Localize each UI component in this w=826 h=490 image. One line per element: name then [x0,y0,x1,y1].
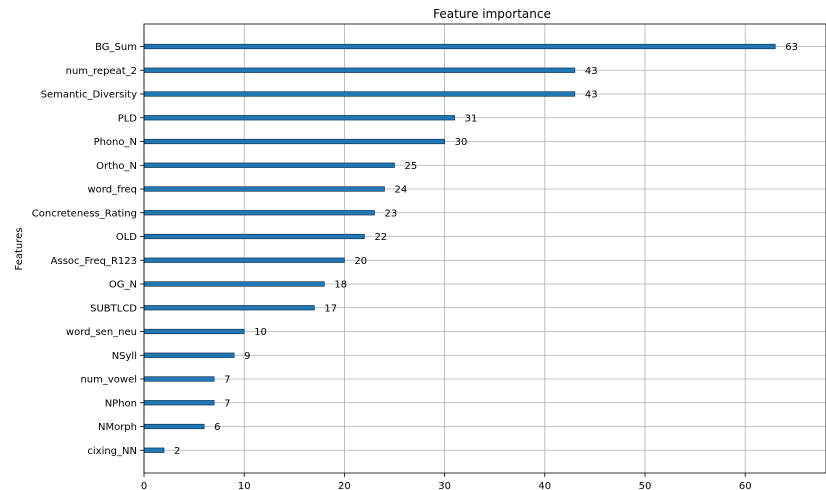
bar-value-label: 18 [334,280,347,291]
bar-value-label: 17 [324,303,337,314]
bar [143,233,365,240]
x-tick-label: 60 [739,481,752,490]
bar-value-label: 7 [224,375,230,386]
y-tick-label: PLD [118,113,138,124]
x-tick-label: 0 [141,481,147,490]
y-tick-label: Semantic_Diversity [41,90,137,101]
bar [143,305,315,311]
bar [143,281,325,287]
x-tick-label: 10 [238,481,251,490]
y-tick-label: BG_Sum [95,42,137,53]
y-tick-label: word_sen_neu [66,327,137,338]
bar-value-label: 30 [455,137,468,148]
y-tick-label: SUBTLCD [90,303,137,314]
bar-value-label: 7 [224,398,230,409]
y-tick-label: Phono_N [94,137,137,148]
bar-value-label: 25 [405,161,418,172]
y-tick-label: OLD [116,232,137,243]
bar-value-label: 6 [214,422,220,433]
y-tick-label: num_vowel [80,375,137,386]
y-tick-label: OG_N [109,280,137,291]
bar [143,376,215,382]
bar [143,447,165,453]
bar [143,352,235,358]
x-tick-label: 20 [338,481,351,490]
bar [143,67,576,73]
y-tick-label: Ortho_N [96,161,137,172]
x-tick-label: 40 [538,481,551,490]
bar-value-label: 22 [374,232,387,243]
bar-value-label: 31 [465,113,478,124]
y-tick-label: Concreteness_Rating [32,208,137,219]
bar-value-label: 63 [785,42,798,53]
bar [143,162,395,168]
y-tick-label: NPhon [105,398,137,409]
bar-value-label: 9 [244,351,250,362]
chart-title: Feature importance [433,7,551,21]
y-tick-label: NMorph [98,422,137,433]
y-tick-label: word_freq [88,185,138,196]
y-tick-label: num_repeat_2 [66,66,137,77]
bar [143,210,375,216]
bar [143,423,205,430]
bar [143,43,776,50]
x-tick-label: 30 [438,481,451,490]
bar [143,115,455,121]
bar-value-label: 23 [384,208,397,219]
bars-layer: 63 43 43 31 30 25 24 23 22 20 18 17 10 9 7 7 6 2 [143,42,798,457]
ticks-layer: 0 10 20 30 40 50 60 BG_Sum num_repeat_2 Semantic_… [32,42,752,490]
bar [143,138,445,145]
bar [143,257,345,263]
bar-value-label: 43 [585,66,598,77]
bar [143,91,576,97]
bar-value-label: 20 [354,256,367,267]
y-tick-label: Assoc_Freq_R123 [51,256,137,267]
bar [143,328,245,335]
bar [143,400,215,406]
bar-value-label: 10 [254,327,267,338]
y-tick-label: cixing_NN [87,446,137,457]
bar-value-label: 43 [585,90,598,101]
bar-value-label: 2 [174,446,180,457]
bar [143,186,385,192]
x-tick-label: 50 [639,481,652,490]
grid-layer [143,24,826,473]
y-tick-label: NSyll [112,351,137,362]
plot-frame [143,23,826,474]
y-axis-label: Features [14,228,25,271]
bar-value-label: 24 [394,185,407,196]
